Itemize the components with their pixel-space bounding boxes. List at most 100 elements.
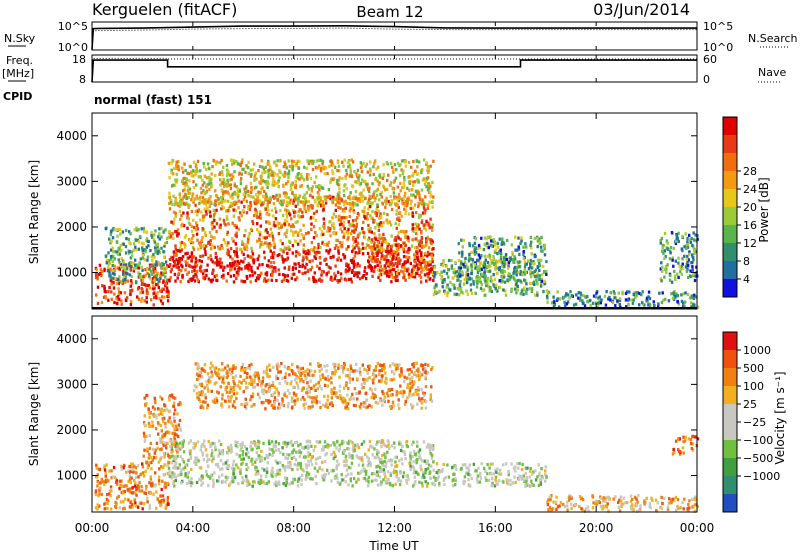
velocity-cell [410,443,414,447]
power-cell [116,295,120,299]
power-cell [258,238,261,242]
power-cell [351,249,354,254]
power-cell [265,241,268,245]
velocity-cell [174,444,177,448]
power-cell [440,270,443,274]
power-cell [183,176,186,180]
power-cell [274,266,277,270]
power-cell [206,206,209,210]
velocity-cell [150,455,153,460]
power-cell [200,210,203,214]
power-cell [414,260,417,264]
velocity-cell [171,440,174,444]
power-cell [666,241,669,245]
power-cell [175,253,178,257]
power-cell [350,260,354,264]
power-cell [345,172,349,176]
power-cell [398,197,402,201]
power-cell [294,278,297,282]
power-cell [231,192,235,196]
power-cell [409,261,412,265]
power-cell [426,235,429,239]
power-cell [389,180,393,184]
power-cell [213,218,216,223]
velocity-cell [293,455,296,459]
power-cell [153,233,156,237]
power-cell [183,245,187,249]
power-cell [427,246,431,250]
velocity-cell [189,439,192,443]
power-cell [175,230,178,234]
power-cell [278,222,281,226]
power-cell [535,278,538,282]
power-cell [214,162,218,166]
power-cell [308,251,311,256]
velocity-cell [195,480,199,485]
power-cell [192,180,195,184]
power-cell [395,254,398,258]
velocity-cell [164,481,167,486]
velocity-cell [217,454,220,458]
power-cell [223,265,226,269]
velocity-cell [159,448,162,452]
power-cell [227,253,230,257]
power-cell [263,195,266,199]
power-cell [302,223,305,227]
power-cell [403,275,406,279]
power-cell [164,282,168,286]
power-cell [247,266,250,270]
power-cell [226,230,229,234]
power-cell [427,165,430,169]
power-cell [539,282,543,286]
velocity-cell [147,411,151,415]
power-cell [420,270,423,274]
power-cell [141,268,144,272]
power-cell [235,159,238,164]
power-cell [196,213,199,217]
power-cell [99,268,103,272]
power-cell [140,227,143,231]
velocity-cell [168,474,172,479]
power-cell [485,237,488,241]
power-cell [476,246,480,250]
power-cell [220,158,223,163]
power-cell [226,217,229,221]
velocity-cell [377,450,380,454]
velocity-cell [137,486,140,490]
power-cell [195,263,199,267]
velocity-cell [366,463,369,467]
power-cell [496,252,499,256]
velocity-cell [128,470,132,474]
power-cell [367,260,370,264]
velocity-cell [279,461,282,465]
velocity-cell [131,505,134,509]
power-cell [329,181,332,185]
power-cell [122,272,125,276]
power-cell [273,172,276,176]
velocity-cell [342,459,346,464]
velocity-cell [246,478,249,482]
power-cell [661,269,664,273]
power-cell [411,214,415,218]
power-cell [211,260,214,264]
power-cell [269,227,273,231]
power-cell [648,296,652,301]
power-cell [443,277,446,282]
power-cell [480,254,483,258]
power-cell [185,263,188,267]
velocity-cell [133,498,136,502]
power-cell [140,265,143,269]
power-cell [233,250,236,254]
velocity-cell [288,482,291,486]
power-cell [159,273,162,277]
power-cell [211,220,214,224]
velocity-cell [327,471,330,475]
power-cell [625,305,628,309]
power-cell [286,219,289,223]
power-cell [242,198,245,202]
velocity-cell [207,483,210,488]
velocity-cell [149,475,152,479]
velocity-cell [336,480,339,484]
power-cell [291,162,294,166]
power-cell [227,241,230,245]
